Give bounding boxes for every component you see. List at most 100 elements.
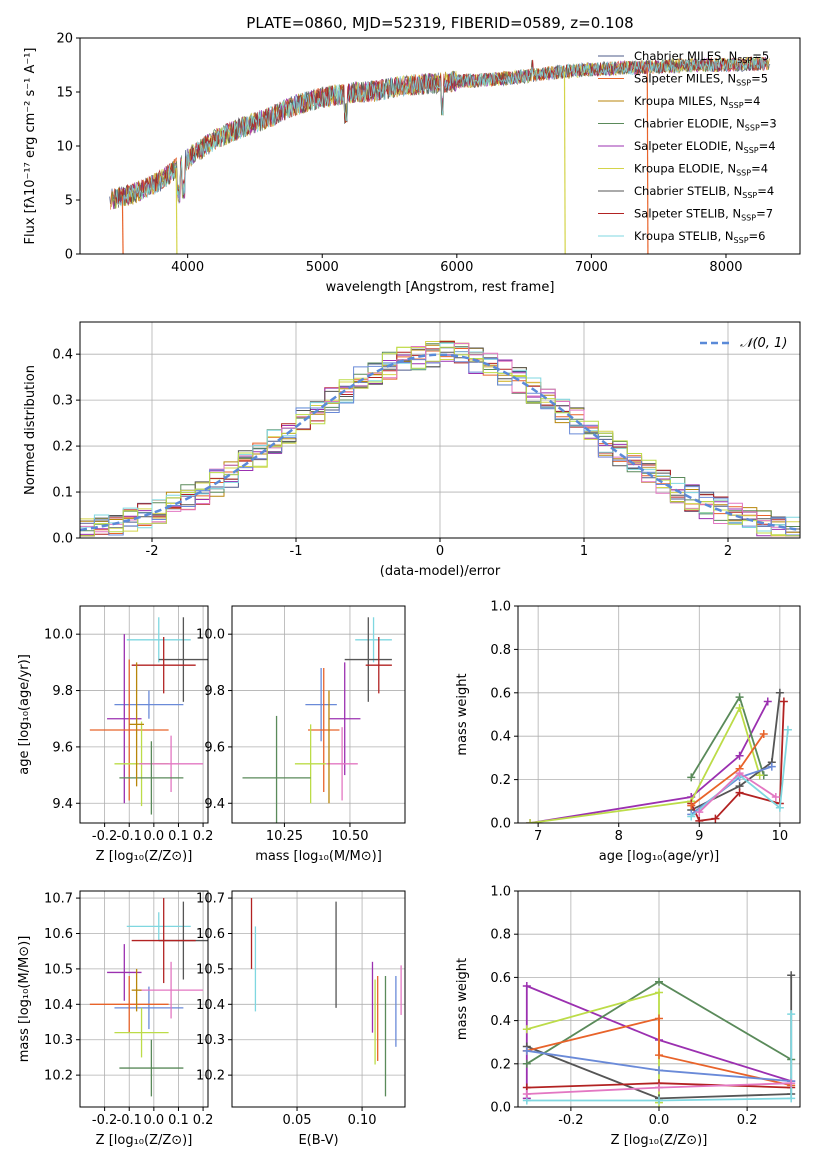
legend-entry-subscript: SSP <box>736 169 751 178</box>
x-tick-label: 5000 <box>306 260 339 275</box>
mass-weight-line <box>690 692 781 811</box>
y-tick-label: 10.2 <box>44 1069 73 1084</box>
errorbar-point <box>107 634 142 804</box>
legend-entry-tail: =5 <box>751 72 768 86</box>
y-tick-label: 10.2 <box>196 1069 225 1084</box>
y-tick-label: 9.8 <box>204 684 225 699</box>
legend-entry: Chabrier STELIB, NSSP=4 <box>634 184 774 200</box>
errorbar-point <box>328 662 361 776</box>
panel-residual-histogram: -2 -1 0 1 2 0.0 0.1 0.2 0.3 0.4 (data-model)/error… <box>23 321 801 579</box>
y-tick-label: 0.4 <box>490 730 511 745</box>
normal-reference-curve <box>80 353 800 532</box>
y-tick-label: 10.3 <box>196 1033 225 1048</box>
y-tick-label: 10.4 <box>44 998 73 1013</box>
plot-area <box>242 617 392 823</box>
mass-weight-marker <box>783 725 792 734</box>
histogram-step <box>80 346 800 537</box>
legend-entry-subscript: SSP <box>729 101 744 110</box>
y-tick-label: 0.0 <box>52 532 73 547</box>
mass-weight-line <box>525 984 792 1099</box>
x-axis-label: Z [log₁₀(Z/Z⊙)] <box>611 1133 708 1148</box>
y-tick-label: 0.6 <box>490 971 511 986</box>
errorbar-point <box>129 662 144 787</box>
mass-weight-marker <box>759 730 768 739</box>
x-tick-label: 10.25 <box>266 829 303 844</box>
x-tick-label: -2 <box>146 544 159 559</box>
legend-entry-subscript: SSP <box>737 56 752 65</box>
legend-entry-subscript: SSP <box>744 146 759 155</box>
plot-area <box>522 971 796 1107</box>
mass-weight-marker <box>655 988 663 997</box>
y-tick-label: 5 <box>65 194 73 209</box>
legend-entry-tail: =6 <box>749 229 766 243</box>
axes-frame <box>79 605 209 824</box>
plot-area <box>526 688 792 823</box>
y-tick-label: 0.2 <box>52 440 73 455</box>
legend-entry-subscript: SSP <box>736 79 751 88</box>
errorbar-point <box>365 637 392 694</box>
errorbar-point <box>355 617 392 663</box>
x-axis-label: (data-model)/error <box>380 564 501 579</box>
x-tick-label: 10.50 <box>331 829 368 844</box>
x-tick-label: 0.2 <box>193 829 214 844</box>
x-tick-label: 4000 <box>171 260 204 275</box>
mass-weight-line <box>690 701 785 822</box>
errorbar-point <box>344 617 392 702</box>
x-tick-label: 0.0 <box>144 1113 165 1128</box>
legend-entry-tail: =4 <box>751 162 768 176</box>
y-tick-label: 0 <box>65 248 73 263</box>
legend-entry-main: Kroupa STELIB, N <box>634 229 734 243</box>
mass-weight-marker <box>687 773 696 782</box>
errorbar-point <box>308 668 340 792</box>
errorbar-point <box>242 715 311 823</box>
errorbar-point <box>131 637 196 694</box>
y-tick-label: 9.6 <box>204 740 225 755</box>
y-tick-label: 9.4 <box>52 797 73 812</box>
legend-entry: Chabrier MILES, NSSP=5 <box>634 49 769 65</box>
legend-entry: Chabrier ELODIE, NSSP=3 <box>634 117 777 133</box>
panel-age-vs-mass: 10.25 10.50 9.4 9.6 9.8 10.0 mass [log₁₀(M/M⊙)… <box>196 605 406 864</box>
mass-weight-marker <box>655 1014 663 1023</box>
y-tick-label: 0.1 <box>52 486 73 501</box>
errorbar-point <box>119 741 184 815</box>
legend-entry-main: Chabrier STELIB, N <box>634 184 742 198</box>
mass-weight-marker <box>767 762 776 771</box>
plot-area <box>250 898 402 1097</box>
mass-weight-marker <box>695 816 704 823</box>
x-tick-label: -0.2 <box>92 1113 117 1128</box>
y-tick-label: 10 <box>56 140 73 155</box>
y-tick-label: 0.8 <box>490 643 511 658</box>
errorbar-point <box>139 735 204 792</box>
x-tick-label: 0 <box>436 544 444 559</box>
legend-entry-tail: =4 <box>757 184 774 198</box>
mass-weight-marker <box>735 703 744 712</box>
legend-entry: Kroupa ELODIE, NSSP=4 <box>634 162 768 178</box>
y-tick-label: 10.0 <box>196 628 225 643</box>
errorbar-point <box>305 668 337 742</box>
mass-weight-marker <box>775 803 784 812</box>
errorbar-point <box>114 1007 169 1058</box>
plot-area <box>89 617 208 815</box>
x-tick-label: 7 <box>534 829 542 844</box>
mass-weight-marker <box>787 1079 796 1088</box>
panel-spectrum: 4000 5000 6000 7000 8000 0 5 10 15 20 wavelength [… <box>23 32 801 295</box>
y-tick-label: 15 <box>56 86 73 101</box>
axes-frame <box>231 890 406 1108</box>
mass-weight-line <box>529 701 769 823</box>
y-tick-label: 10.5 <box>44 962 73 977</box>
mass-weight-line <box>526 1017 792 1087</box>
y-tick-label: 10.6 <box>196 927 225 942</box>
mass-weight-marker <box>522 1059 531 1068</box>
x-axis-label: Z [log₁₀(Z/Z⊙)] <box>96 1133 193 1148</box>
y-tick-label: 0.8 <box>490 928 511 943</box>
y-tick-label: 0.2 <box>490 773 511 788</box>
panel-mass-vs-Z: -0.2 -0.1 0.0 0.1 0.2 10.2 10.3 10.4 10.5 10.6 10.… <box>17 890 214 1148</box>
errorbar-point <box>114 986 184 1030</box>
x-tick-label: 0.2 <box>193 1113 214 1128</box>
errorbar-point <box>326 727 358 801</box>
legend-entry-subscript: SSP <box>742 191 757 200</box>
y-tick-label: 10.3 <box>44 1033 73 1048</box>
